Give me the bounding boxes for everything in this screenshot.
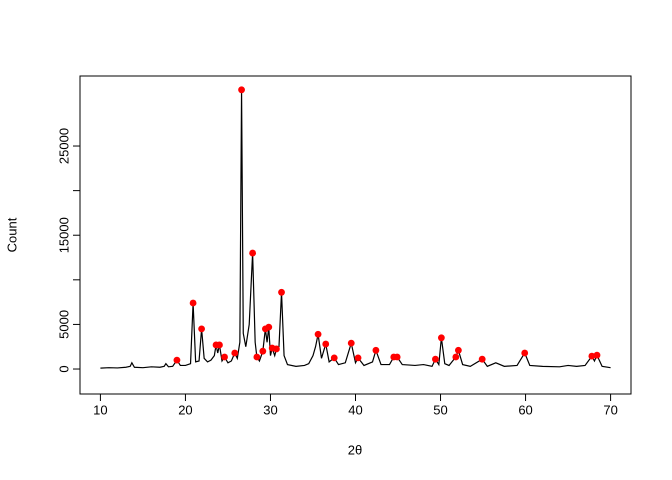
peak-point xyxy=(265,323,273,331)
peak-point xyxy=(273,345,280,353)
peak-point xyxy=(393,353,401,361)
peak-point xyxy=(593,351,601,359)
x-tick-label: 70 xyxy=(603,402,617,417)
peak-point xyxy=(249,249,257,257)
plot-box xyxy=(79,75,632,395)
x-axis-title: 2θ xyxy=(348,442,362,457)
x-tick-label: 60 xyxy=(518,402,532,417)
peak-point xyxy=(253,353,261,361)
peak-point xyxy=(189,299,197,307)
y-tick-label: 15000 xyxy=(56,217,71,253)
peak-point xyxy=(347,339,355,347)
peak-point xyxy=(437,334,445,342)
x-tick-label: 40 xyxy=(348,402,362,417)
peak-point xyxy=(231,349,239,357)
x-tick-label: 50 xyxy=(433,402,447,417)
peak-point xyxy=(454,346,462,354)
peak-point xyxy=(198,325,205,333)
peak-point xyxy=(322,340,330,348)
peak-point xyxy=(278,288,285,296)
peak-point xyxy=(521,349,529,357)
peak-point xyxy=(314,330,322,338)
peak-point xyxy=(173,356,181,364)
peak-point xyxy=(330,354,338,362)
peak-point xyxy=(372,346,380,354)
y-tick-label: 5000 xyxy=(56,310,71,339)
y-tick-label: 0 xyxy=(56,365,71,372)
peak-point xyxy=(452,353,460,361)
spectrum-line xyxy=(100,89,611,369)
x-tick-label: 10 xyxy=(93,402,107,417)
peak-point xyxy=(432,355,439,363)
y-axis-title: Count xyxy=(4,217,19,252)
peak-point xyxy=(221,353,228,361)
peak-point xyxy=(238,86,245,94)
y-tick-label: 25000 xyxy=(56,128,71,164)
peak-point xyxy=(588,352,596,360)
peak-point xyxy=(478,355,486,363)
x-tick-label: 20 xyxy=(178,402,192,417)
peak-point xyxy=(259,347,267,355)
peak-point xyxy=(354,354,362,362)
x-tick-label: 30 xyxy=(263,402,277,417)
peak-point xyxy=(216,341,223,349)
